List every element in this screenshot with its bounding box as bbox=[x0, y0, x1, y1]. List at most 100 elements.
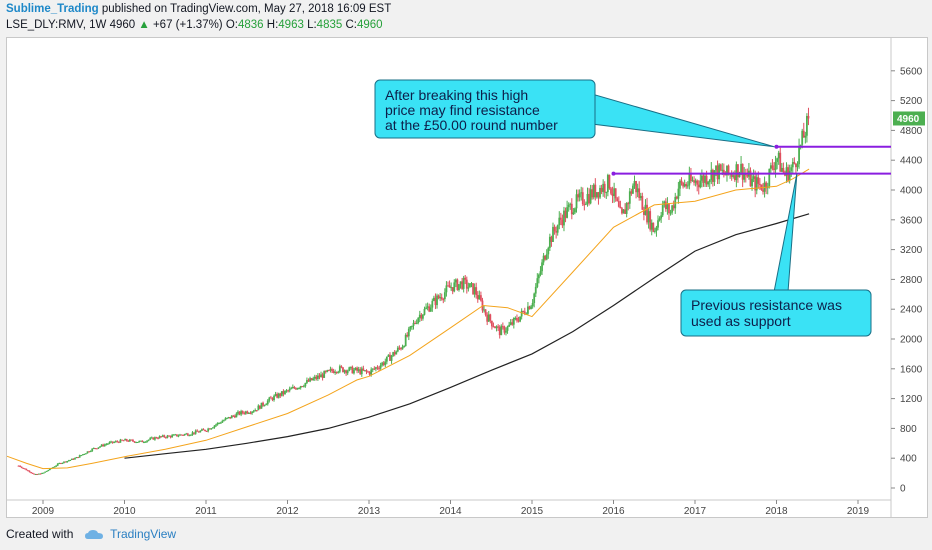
candle-body bbox=[196, 430, 199, 432]
candle-body bbox=[306, 380, 308, 383]
candle-body bbox=[486, 314, 489, 322]
change-value: +67 (+1.37%) bbox=[152, 19, 223, 31]
candle-body bbox=[78, 455, 81, 458]
candle-body bbox=[255, 410, 258, 412]
candle-body bbox=[464, 277, 467, 280]
candle-body bbox=[721, 169, 724, 171]
candle-body bbox=[23, 468, 26, 470]
candle-body bbox=[668, 204, 670, 214]
candle-body bbox=[484, 309, 487, 315]
candle-body bbox=[680, 180, 683, 183]
candle-body bbox=[523, 311, 526, 314]
close-label: C: bbox=[345, 19, 357, 31]
candle-body bbox=[180, 434, 183, 436]
candle-body bbox=[583, 204, 586, 206]
candle-body bbox=[704, 175, 706, 183]
candle-body bbox=[531, 303, 534, 307]
candle-body bbox=[260, 402, 263, 409]
candle-body bbox=[376, 367, 379, 369]
candle-body bbox=[790, 167, 793, 171]
candle-body bbox=[211, 427, 214, 429]
candle-body bbox=[133, 441, 136, 443]
tradingview-link[interactable]: TradingView bbox=[110, 527, 177, 541]
candle-body bbox=[422, 314, 424, 319]
candle-body bbox=[594, 184, 597, 198]
horizontal-levels[interactable] bbox=[611, 144, 892, 176]
candle-body bbox=[207, 428, 210, 432]
candle-body bbox=[367, 371, 369, 373]
candle-body bbox=[381, 362, 384, 366]
candle-body bbox=[382, 362, 385, 365]
candle-body bbox=[718, 164, 721, 180]
candle-body bbox=[110, 441, 112, 443]
candle-body bbox=[414, 322, 416, 324]
candle-body bbox=[511, 322, 514, 325]
candle-body bbox=[494, 326, 496, 329]
candle-body bbox=[533, 293, 536, 304]
candle-body bbox=[409, 326, 412, 329]
candle-body bbox=[56, 463, 59, 466]
price-chart[interactable]: 0 400 800 1200 1600 2000 2400 2800 3200 3600 4000 4… bbox=[7, 38, 927, 517]
high-value: 4963 bbox=[278, 19, 304, 31]
candle-body bbox=[751, 178, 753, 187]
candle-body bbox=[462, 277, 465, 289]
candle-body bbox=[622, 209, 625, 214]
price-tick-label-6: 2400 bbox=[900, 305, 923, 316]
candle-body bbox=[227, 417, 230, 419]
candle-body bbox=[33, 473, 36, 475]
candle-body bbox=[625, 203, 628, 214]
candle-body bbox=[67, 460, 70, 462]
candle-body bbox=[326, 370, 329, 372]
candle-body bbox=[158, 436, 161, 439]
low-label: L: bbox=[307, 19, 317, 31]
resistance-high-anchor[interactable] bbox=[774, 144, 779, 149]
candle-body bbox=[716, 165, 719, 180]
candle-body bbox=[577, 194, 579, 198]
candle-body bbox=[520, 310, 523, 317]
open-value: 4836 bbox=[237, 19, 264, 31]
candle-body bbox=[72, 458, 75, 460]
candle-body bbox=[128, 439, 131, 442]
candle-body bbox=[567, 204, 570, 208]
published-text: published on TradingView.com, May 27, 20… bbox=[98, 3, 392, 15]
candle-body bbox=[320, 374, 322, 378]
candle-body bbox=[293, 387, 296, 389]
candle-body bbox=[374, 367, 377, 369]
candle-body bbox=[327, 370, 330, 372]
candle-body bbox=[166, 435, 169, 438]
candle-body bbox=[125, 439, 128, 441]
candle-body bbox=[465, 279, 468, 289]
candle-body bbox=[591, 189, 594, 198]
candle-body bbox=[114, 441, 117, 443]
price-value: 4960 bbox=[109, 19, 136, 31]
candle-body bbox=[103, 444, 106, 447]
candle-body bbox=[632, 185, 634, 194]
candle-body bbox=[337, 371, 340, 373]
candle-body bbox=[262, 402, 264, 406]
candle-body bbox=[310, 378, 313, 381]
candle-body bbox=[193, 432, 195, 434]
candle-body bbox=[349, 366, 352, 368]
candle-body bbox=[585, 203, 587, 205]
candle-body bbox=[500, 326, 503, 336]
up-arrow-icon: ▲ bbox=[138, 19, 150, 31]
candle-body bbox=[99, 446, 101, 448]
candle-body bbox=[423, 308, 426, 315]
candle-body bbox=[664, 201, 667, 210]
candle-body bbox=[679, 180, 681, 189]
candle-body bbox=[578, 193, 581, 198]
author-link[interactable]: Sublime_Trading bbox=[6, 3, 99, 15]
candle-body bbox=[321, 374, 324, 378]
candle-body bbox=[624, 209, 626, 214]
candle-body bbox=[782, 167, 785, 173]
candle-body bbox=[572, 212, 575, 215]
candle-body bbox=[707, 182, 710, 185]
candle-body bbox=[348, 367, 351, 371]
candle-body bbox=[398, 347, 401, 349]
candle-body bbox=[30, 472, 32, 474]
candle-body bbox=[442, 299, 445, 301]
price-tick-label-13: 5200 bbox=[900, 96, 923, 107]
candle-body bbox=[799, 144, 802, 147]
previous-resistance-anchor[interactable] bbox=[611, 171, 616, 176]
candle-body bbox=[28, 470, 31, 473]
